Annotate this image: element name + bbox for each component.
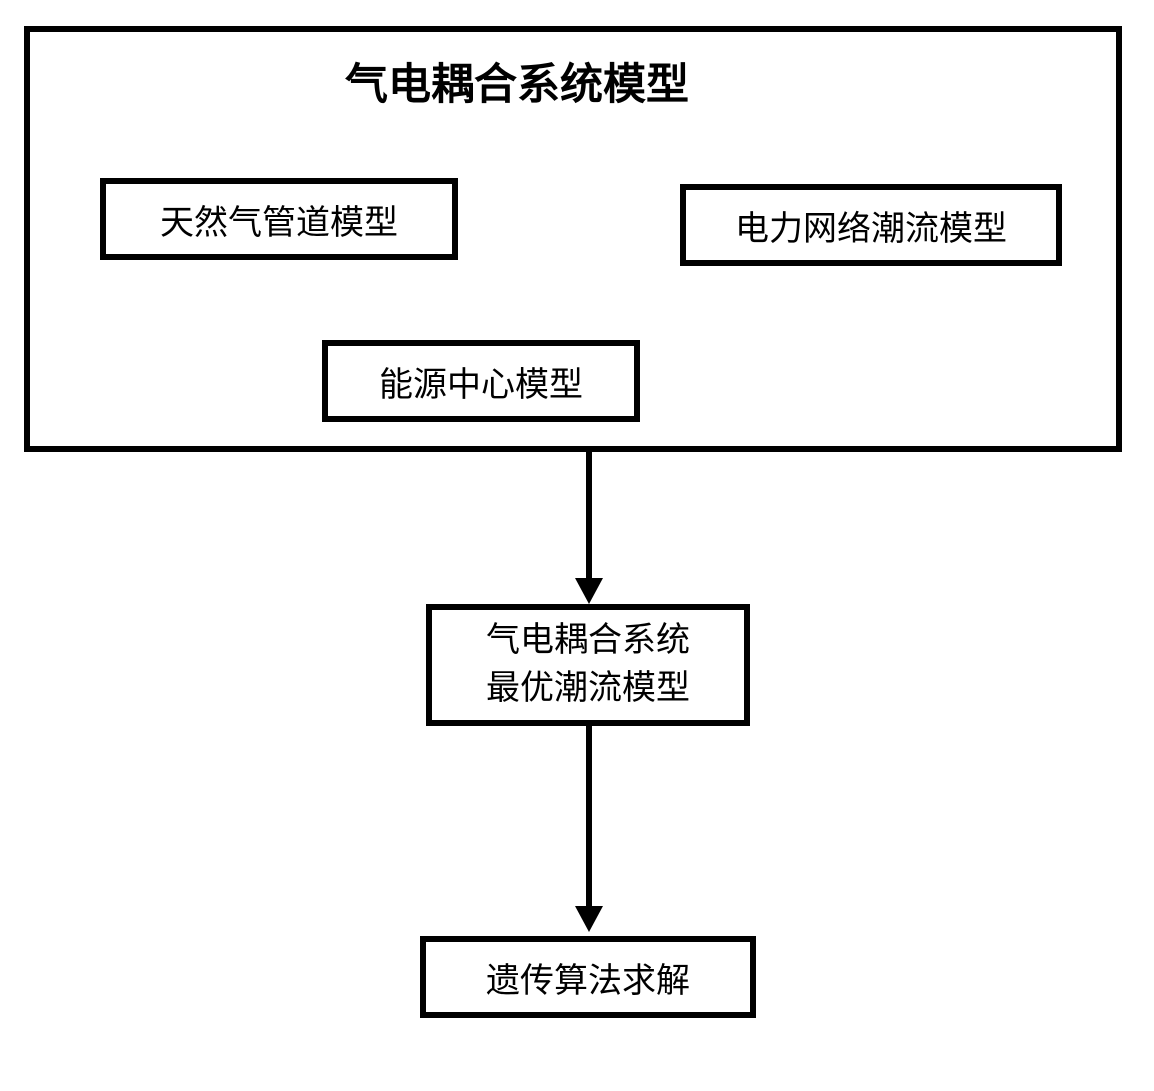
arrow-head-to-optimal bbox=[575, 578, 603, 604]
genetic-algorithm-box: 遗传算法求解 bbox=[420, 936, 756, 1018]
energy-center-label: 能源中心模型 bbox=[379, 357, 583, 406]
gas-pipeline-label: 天然气管道模型 bbox=[160, 195, 398, 244]
arrow-line-to-optimal bbox=[586, 452, 592, 582]
optimal-flow-model-box: 气电耦合系统 最优潮流模型 bbox=[426, 604, 750, 726]
optimal-flow-label-line1: 气电耦合系统 bbox=[486, 617, 690, 665]
diagram-title: 气电耦合系统模型 bbox=[345, 50, 689, 112]
genetic-algorithm-label: 遗传算法求解 bbox=[486, 953, 690, 1002]
power-network-flow-model-box: 电力网络潮流模型 bbox=[680, 184, 1062, 266]
arrow-line-to-genetic bbox=[586, 726, 592, 910]
power-network-label: 电力网络潮流模型 bbox=[735, 201, 1007, 250]
energy-center-model-box: 能源中心模型 bbox=[322, 340, 640, 422]
optimal-flow-label-line2: 最优潮流模型 bbox=[486, 665, 690, 713]
gas-pipeline-model-box: 天然气管道模型 bbox=[100, 178, 458, 260]
arrow-head-to-genetic bbox=[575, 906, 603, 932]
